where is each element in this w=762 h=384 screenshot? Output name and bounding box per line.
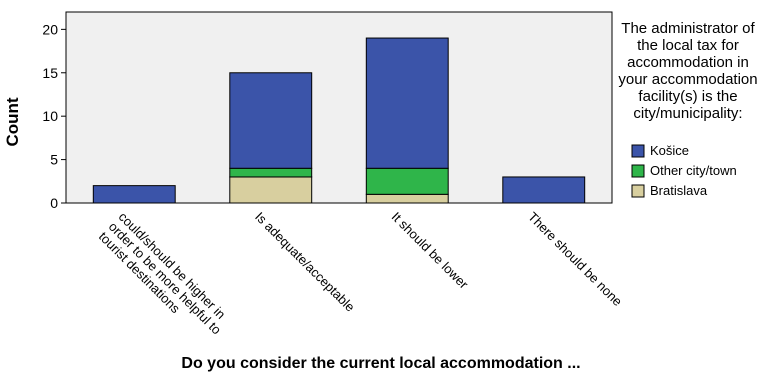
legend: Košice Other city/town Bratislava bbox=[631, 143, 737, 198]
legend-label: Other city/town bbox=[650, 163, 737, 178]
legend-title: The administrator of the local tax for a… bbox=[618, 20, 758, 122]
bar-segment-ko-ice bbox=[229, 72, 313, 169]
y-axis-title: Count bbox=[4, 97, 22, 146]
y-tick-label: 0 bbox=[50, 195, 58, 211]
y-tick-label: 5 bbox=[50, 152, 58, 168]
y-tick-label: 20 bbox=[42, 21, 58, 37]
svg-text:There should be none: There should be none bbox=[525, 209, 625, 309]
bar-segment-other-city-town bbox=[229, 167, 313, 178]
bars-layer bbox=[92, 37, 586, 204]
y-axis-label: Count bbox=[4, 97, 22, 146]
y-tick-label: 10 bbox=[42, 108, 58, 124]
svg-text:Is adequate/acceptable: Is adequate/acceptable bbox=[252, 209, 358, 315]
x-axis-title: Do you consider the current local accomm… bbox=[181, 355, 581, 372]
legend-swatch bbox=[631, 184, 645, 198]
legend-swatch bbox=[631, 164, 645, 178]
bar-segment-bratislava bbox=[229, 176, 313, 204]
legend-label: Košice bbox=[650, 143, 689, 158]
svg-text:It should be lower: It should be lower bbox=[389, 209, 472, 292]
plot-area bbox=[65, 11, 613, 204]
bar-segment-other-city-town bbox=[365, 167, 449, 195]
bar-segment-ko-ice bbox=[92, 185, 176, 204]
bar-segment-bratislava bbox=[365, 193, 449, 204]
bar-segment-ko-ice bbox=[502, 176, 586, 204]
y-axis: 0 5 10 15 20 bbox=[42, 21, 66, 211]
y-tick-label: 15 bbox=[42, 65, 58, 81]
legend-swatch bbox=[631, 144, 645, 158]
svg-text:order to be more helpful to: order to be more helpful to bbox=[106, 219, 224, 337]
legend-label: Bratislava bbox=[650, 183, 708, 198]
x-tick-label: It should be lower bbox=[389, 209, 472, 292]
x-tick-label: Is adequate/acceptable bbox=[252, 209, 358, 315]
x-tick-label: There should be none bbox=[525, 209, 625, 309]
bar-segment-ko-ice bbox=[365, 37, 449, 169]
